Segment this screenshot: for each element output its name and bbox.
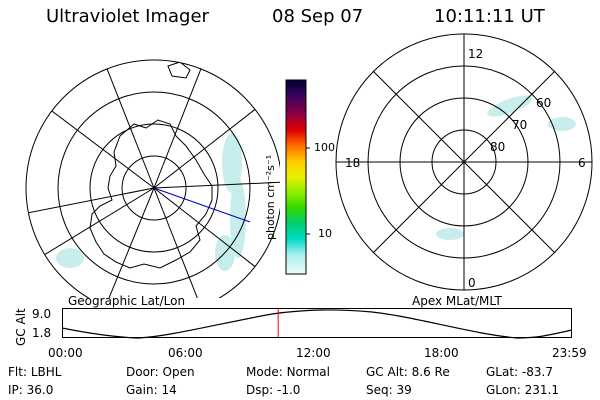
status-glat: GLat: -83.7 <box>486 365 553 379</box>
time-tick-1800: 18:00 <box>424 346 459 360</box>
colorbar-tick-10: 10 <box>318 227 332 240</box>
status-flt: Flt: LBHL <box>8 365 62 379</box>
altitude-tick-low: 1.8 <box>32 326 52 340</box>
mlat-label-70: 70 <box>512 118 528 132</box>
altitude-curve <box>62 309 573 339</box>
mlt-label-12: 12 <box>468 47 484 61</box>
colorbar-tick-100: 100 <box>314 141 335 154</box>
status-dsp: Dsp: -1.0 <box>246 383 301 397</box>
mlat-label-80: 80 <box>490 140 506 154</box>
mlt-label-6: 6 <box>578 156 586 170</box>
map-boundary <box>25 59 280 298</box>
altitude-axis-label: GC Alt <box>14 308 28 346</box>
time-tick-1200: 12:00 <box>296 346 331 360</box>
app-title: Ultraviolet Imager <box>46 6 209 27</box>
status-seq: Seq: 39 <box>366 383 412 397</box>
meridian <box>39 101 155 189</box>
status-gain: Gain: 14 <box>126 383 177 397</box>
aurora-emission <box>436 95 576 240</box>
right-map-caption: Apex MLat/MLT <box>412 294 502 308</box>
mlt-label-18: 18 <box>345 156 361 170</box>
status-glon: GLon: 231.1 <box>486 383 559 397</box>
geographic-map <box>25 59 280 298</box>
aurora-emission <box>56 133 246 271</box>
status-gc-alt: GC Alt: 8.6 Re <box>366 365 450 379</box>
date-readout: 08 Sep 07 <box>272 6 364 27</box>
time-tick-0600: 06:00 <box>168 346 203 360</box>
status-ip: IP: 36.0 <box>8 383 54 397</box>
meridian <box>153 187 263 273</box>
meridian <box>153 181 280 189</box>
sun-direction-line <box>153 187 251 223</box>
meridian <box>26 187 155 215</box>
lat-circle-70 <box>89 123 219 253</box>
altitude-tick-high: 9.0 <box>32 307 52 321</box>
time-readout: 10:11:11 UT <box>434 6 545 27</box>
meridian <box>26 187 155 267</box>
mlt-meridian-diag <box>372 70 556 254</box>
meridian <box>99 187 155 298</box>
lat-circle-80 <box>121 155 187 221</box>
status-door: Door: Open <box>126 365 195 379</box>
colorbar <box>285 79 310 275</box>
meridian <box>153 60 207 189</box>
left-map-caption: Geographic Lat/Lon <box>68 294 186 308</box>
magnetic-map <box>335 33 593 291</box>
meridian <box>153 103 263 189</box>
time-tick-0000: 00:00 <box>48 346 83 360</box>
mlat-label-60: 60 <box>536 96 552 110</box>
altitude-plot <box>62 308 573 339</box>
mlt-label-0: 0 <box>468 276 476 290</box>
antarctica-coastline <box>89 119 213 269</box>
colorbar-unit-label: photon cm⁻²s⁻¹ <box>264 154 277 240</box>
meridian <box>101 60 155 189</box>
lat-circle-60 <box>57 91 251 285</box>
time-tick-2359: 23:59 <box>552 346 587 360</box>
status-mode: Mode: Normal <box>246 365 330 379</box>
meridian <box>153 187 207 298</box>
